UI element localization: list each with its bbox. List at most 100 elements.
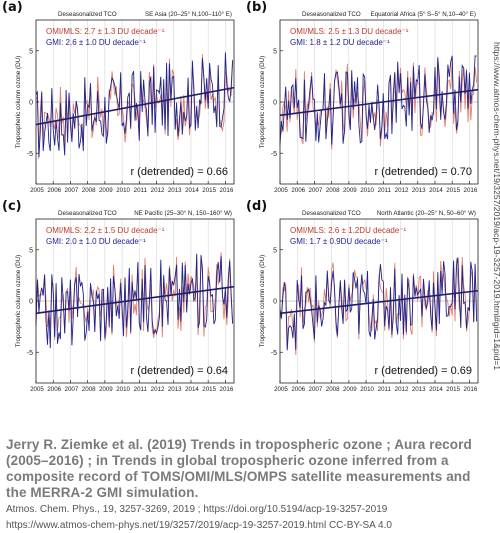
x-tick-label: 2014 xyxy=(429,187,443,194)
x-tick-label: 2006 xyxy=(291,187,305,194)
legend-omi-mls: OMI/MLS: 2.2 ± 1.5 DU decade⁻¹ xyxy=(46,226,165,235)
x-tick-label: 2011 xyxy=(378,386,392,393)
x-tick-label: 2012 xyxy=(395,187,409,194)
trend-line xyxy=(35,285,235,315)
x-tick-label: 2008 xyxy=(82,386,96,393)
x-tick-label: 2009 xyxy=(343,386,357,393)
x-tick-label: 2014 xyxy=(185,386,199,393)
x-tick-label: 2008 xyxy=(82,187,96,194)
panel-title-left: Deseasonalized TCO xyxy=(58,11,117,18)
x-tick-label: 2009 xyxy=(343,187,357,194)
legend-omi-mls: OMI/MLS: 2.6 ± 1.2DU decade⁻¹ xyxy=(290,226,407,235)
y-tick-label: 5 xyxy=(273,48,277,55)
x-tick-label: 2015 xyxy=(202,187,216,194)
y-tick-label: 0 xyxy=(273,299,277,306)
y-tick-label: 0 xyxy=(29,299,33,306)
panel-label: (b) xyxy=(246,0,268,15)
x-tick-label: 2009 xyxy=(99,187,113,194)
x-tick-label: 2005 xyxy=(274,187,288,194)
y-tick-label: 5 xyxy=(29,247,33,254)
x-tick-label: 2015 xyxy=(446,187,460,194)
x-tick-label: 2010 xyxy=(360,187,374,194)
r-detrended-label: r (detrended) = 0.70 xyxy=(374,166,472,178)
r-detrended-label: r (detrended) = 0.64 xyxy=(130,365,228,377)
x-tick-label: 2015 xyxy=(446,386,460,393)
caption-title: Jerry R. Ziemke et al. (2019) Trends in … xyxy=(6,437,472,500)
gmi-series xyxy=(279,257,478,351)
x-tick-label: 2012 xyxy=(395,386,409,393)
chart-b: Deseasonalized TCO Equatorial Africa (5° … xyxy=(259,11,479,194)
x-tick-label: 2007 xyxy=(65,386,79,393)
legend-gmi: GMI: 2.6 ± 1.0 DU decade⁻¹ xyxy=(46,38,146,47)
legend-gmi: GMI: 1.8 ± 1.2 DU decade⁻¹ xyxy=(290,38,390,47)
y-axis-label: Tropospheric column ozone (DU) xyxy=(15,56,22,149)
x-tick-label: 2011 xyxy=(378,187,392,194)
x-tick-label: 2011 xyxy=(134,187,148,194)
caption-citation[interactable]: Atmos. Chem. Phys., 19, 3257-3269, 2019 … xyxy=(6,504,388,515)
x-tick-label: 2007 xyxy=(65,187,79,194)
x-tick-label: 2006 xyxy=(47,386,61,393)
panel-title-left: Deseasonalized TCO xyxy=(302,11,361,18)
x-tick-label: 2007 xyxy=(309,386,323,393)
y-axis-label: Tropospheric column ozone (DU) xyxy=(15,255,22,348)
x-tick-label: 2016 xyxy=(220,187,234,194)
x-tick-label: 2014 xyxy=(185,187,199,194)
figure-caption: Jerry R. Ziemke et al. (2019) Trends in … xyxy=(6,437,476,533)
x-tick-label: 2014 xyxy=(429,386,443,393)
panel-label: (c) xyxy=(2,199,22,214)
x-tick-label: 2005 xyxy=(30,386,44,393)
gmi-series xyxy=(279,55,477,146)
panel-label: (d) xyxy=(246,199,268,214)
chart-a: Deseasonalized TCO SE Asia (20–25° N,100–… xyxy=(15,11,235,194)
x-tick-label: 2013 xyxy=(168,386,182,393)
x-tick-label: 2006 xyxy=(47,187,61,194)
chart-c: Deseasonalized TCO NE Pacific (25–30° N, … xyxy=(15,210,235,393)
x-tick-label: 2011 xyxy=(134,386,148,393)
panel-a: (a) Deseasonalized TCO SE Asia (20–25° N,… xyxy=(2,0,241,196)
x-tick-label: 2013 xyxy=(412,386,426,393)
x-tick-label: 2010 xyxy=(116,386,130,393)
gmi-series xyxy=(35,52,234,158)
x-tick-label: 2010 xyxy=(360,386,374,393)
panel-title-right: SE Asia (20–25° N,100–110° E) xyxy=(145,11,232,18)
x-tick-label: 2016 xyxy=(464,386,478,393)
y-tick-label: -5 xyxy=(27,151,33,158)
y-tick-label: 5 xyxy=(273,247,277,254)
caption-url[interactable]: https://www.atmos-chem-phys.net/19/3257/… xyxy=(6,520,392,531)
x-tick-label: 2012 xyxy=(151,386,165,393)
y-tick-label: 0 xyxy=(273,100,277,107)
x-tick-label: 2016 xyxy=(464,187,478,194)
panel-title-right: NE Pacific (25–30° N, 150–160° W) xyxy=(134,210,232,217)
side-url-text[interactable]: https://www.atmos-chem-phys.net/19/3257/… xyxy=(492,42,500,370)
gmi-series xyxy=(35,253,234,349)
r-detrended-label: r (detrended) = 0.69 xyxy=(374,365,472,377)
legend-omi-mls: OMI/MLS: 2.7 ± 1.3 DU decade⁻¹ xyxy=(46,27,165,36)
x-tick-label: 2007 xyxy=(309,187,323,194)
x-tick-label: 2005 xyxy=(30,187,44,194)
y-tick-label: -5 xyxy=(271,350,277,357)
x-tick-label: 2012 xyxy=(151,187,165,194)
x-tick-label: 2015 xyxy=(202,386,216,393)
panel-title-right: North Atlantic (20–25° N, 50–60° W) xyxy=(377,210,476,217)
x-tick-label: 2008 xyxy=(326,187,340,194)
x-tick-label: 2005 xyxy=(274,386,288,393)
y-tick-label: 0 xyxy=(29,100,33,107)
x-tick-label: 2013 xyxy=(168,187,182,194)
side-url[interactable]: https://www.atmos-chem-phys.net/19/3257/… xyxy=(484,40,500,430)
panel-b: (b) Deseasonalized TCO Equatorial Africa … xyxy=(246,0,485,196)
legend-omi-mls: OMI/MLS: 2.5 ± 1.3 DU decade⁻¹ xyxy=(290,27,409,36)
panel-c: (c) Deseasonalized TCO NE Pacific (25–30°… xyxy=(2,199,241,395)
x-tick-label: 2009 xyxy=(99,386,113,393)
panel-title-left: Deseasonalized TCO xyxy=(58,210,117,217)
r-detrended-label: r (detrended) = 0.66 xyxy=(130,166,228,178)
legend-gmi: GMI: 2.0 ± 1.0 DU decade⁻¹ xyxy=(46,237,146,246)
trend-line xyxy=(35,86,235,126)
panel-label: (a) xyxy=(2,0,23,15)
panel-d: (d) Deseasonalized TCO North Atlantic (20… xyxy=(246,199,485,395)
panel-title-left: Deseasonalized TCO xyxy=(302,210,361,217)
y-tick-label: 5 xyxy=(29,48,33,55)
x-tick-label: 2008 xyxy=(326,386,340,393)
panel-title-right: Equatorial Africa (5° S–5° N,10–40° E) xyxy=(371,11,476,18)
trend-line xyxy=(279,289,479,315)
x-tick-label: 2013 xyxy=(412,187,426,194)
